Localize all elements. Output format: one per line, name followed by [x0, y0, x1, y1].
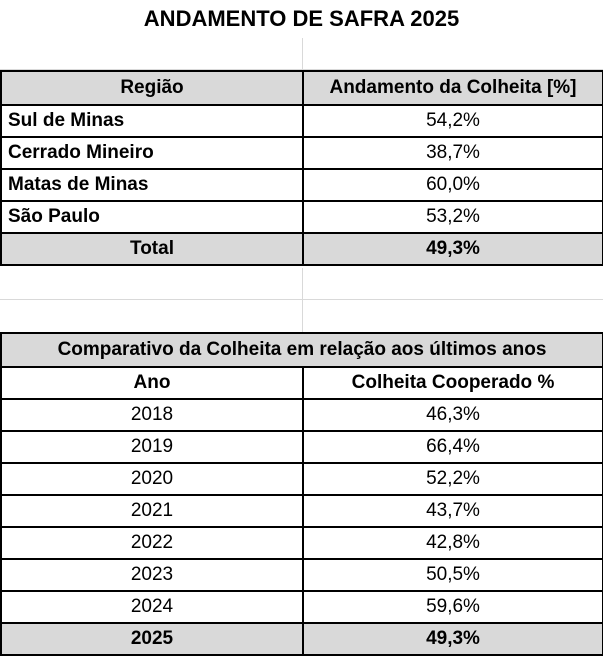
year-header: Ano — [0, 366, 304, 400]
region-header: Região — [0, 70, 304, 106]
year-cell: 2024 — [0, 590, 304, 624]
comparison-title: Comparativo da Colheita em relação aos ú… — [0, 332, 603, 368]
value-cell: 59,6% — [302, 590, 603, 624]
year-cell: 2022 — [0, 526, 304, 560]
blank-row — [0, 38, 603, 70]
table-row: 2021 43,7% — [0, 494, 603, 528]
region-cell: Cerrado Mineiro — [0, 136, 304, 170]
table-header-row: Ano Colheita Cooperado % — [0, 366, 603, 400]
value-cell: 66,4% — [302, 430, 603, 464]
blank-row — [0, 300, 603, 332]
table-row: 2023 50,5% — [0, 558, 603, 592]
total-value: 49,3% — [302, 232, 603, 266]
table-row: 2020 52,2% — [0, 462, 603, 496]
total-label: Total — [0, 232, 304, 266]
table-row: São Paulo 53,2% — [0, 200, 603, 234]
cooperado-header: Colheita Cooperado % — [302, 366, 603, 400]
progress-cell: 53,2% — [302, 200, 603, 234]
table-row: Cerrado Mineiro 38,7% — [0, 136, 603, 170]
table-row: Matas de Minas 60,0% — [0, 168, 603, 202]
year-cell: 2023 — [0, 558, 304, 592]
value-cell: 43,7% — [302, 494, 603, 528]
year-cell: 2018 — [0, 398, 304, 432]
progress-cell: 54,2% — [302, 104, 603, 138]
value-cell: 52,2% — [302, 462, 603, 496]
table-row: 2022 42,8% — [0, 526, 603, 560]
table-row: 2018 46,3% — [0, 398, 603, 432]
value-cell: 46,3% — [302, 398, 603, 432]
region-cell: Sul de Minas — [0, 104, 304, 138]
table-row: Sul de Minas 54,2% — [0, 104, 603, 138]
region-cell: Matas de Minas — [0, 168, 304, 202]
value-cell: 50,5% — [302, 558, 603, 592]
total-year: 2025 — [0, 622, 304, 656]
table-title-row: Comparativo da Colheita em relação aos ú… — [0, 332, 603, 368]
table-row: 2019 66,4% — [0, 430, 603, 464]
year-cell: 2019 — [0, 430, 304, 464]
region-cell: São Paulo — [0, 200, 304, 234]
progress-cell: 60,0% — [302, 168, 603, 202]
total-row: 2025 49,3% — [0, 622, 603, 656]
year-cell: 2020 — [0, 462, 304, 496]
harvest-comparison-table: Comparativo da Colheita em relação aos ú… — [0, 332, 603, 656]
total-row: Total 49,3% — [0, 232, 603, 266]
harvest-progress-table: Região Andamento da Colheita [%] Sul de … — [0, 70, 603, 266]
total-value: 49,3% — [302, 622, 603, 656]
page-title: ANDAMENTO DE SAFRA 2025 — [143, 6, 460, 31]
progress-cell: 38,7% — [302, 136, 603, 170]
table-row: 2024 59,6% — [0, 590, 603, 624]
progress-header: Andamento da Colheita [%] — [302, 70, 603, 106]
blank-row — [0, 268, 603, 300]
value-cell: 42,8% — [302, 526, 603, 560]
year-cell: 2021 — [0, 494, 304, 528]
table-header-row: Região Andamento da Colheita [%] — [0, 70, 603, 106]
